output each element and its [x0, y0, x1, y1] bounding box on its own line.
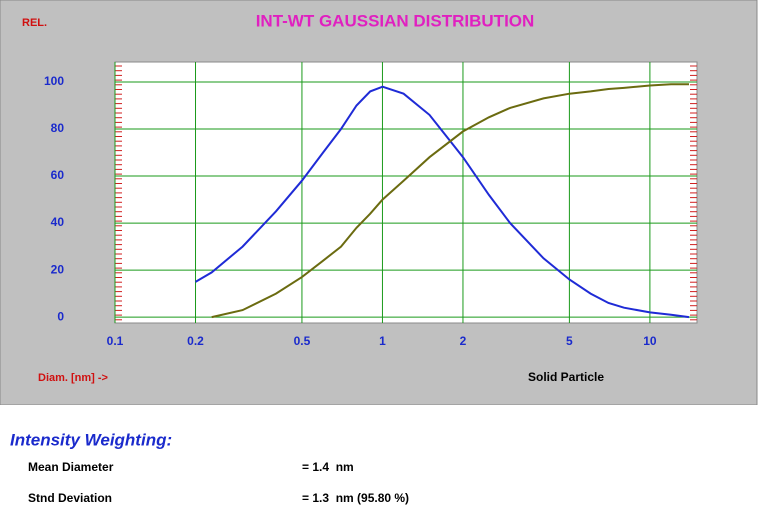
x-tick-label: 5 [566, 334, 573, 348]
x-tick-label: 0.2 [187, 334, 204, 348]
x-axis-label: Diam. [nm] -> [38, 372, 108, 384]
y-tick-label: 100 [44, 74, 64, 88]
x-tick-label: 10 [643, 334, 657, 348]
y-tick-label: 0 [57, 309, 64, 323]
summary-label: Stnd Deviation [28, 491, 112, 505]
summary-value: = 1.3 nm (95.80 %) [302, 491, 409, 505]
annotation: Solid Particle [528, 370, 604, 384]
x-tick-label: 0.1 [107, 334, 124, 348]
x-tick-label: 1 [379, 334, 386, 348]
y-tick-label: 40 [51, 215, 65, 229]
summary-label: Mean Diameter [28, 460, 114, 474]
x-tick-label: 0.5 [294, 334, 311, 348]
x-tick-label: 2 [460, 334, 467, 348]
series-line [194, 85, 690, 319]
series-line [211, 83, 689, 319]
y-tick-label: 20 [51, 262, 65, 276]
chart-title: INT-WT GAUSSIAN DISTRIBUTION [256, 11, 535, 30]
y-tick-label: 80 [51, 121, 65, 135]
y-tick-label: 60 [51, 168, 65, 182]
summary-heading: Intensity Weighting: [10, 430, 172, 449]
summary-value: = 1.4 nm [302, 460, 354, 474]
y-axis-label: REL. [22, 17, 47, 29]
plot-area [114, 61, 698, 324]
summary-panel [0, 405, 765, 519]
